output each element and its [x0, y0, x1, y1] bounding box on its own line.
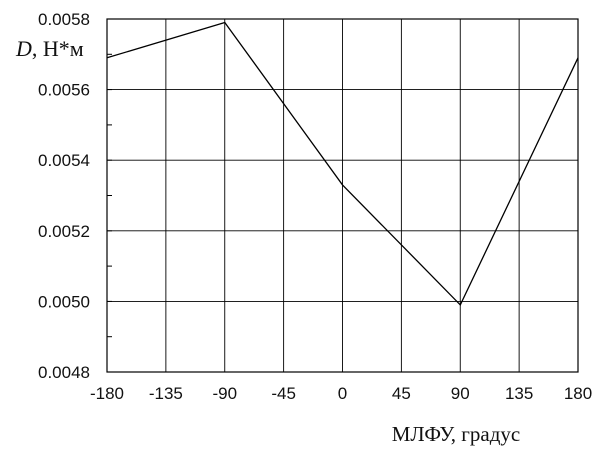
- y-tick-label: 0.0050: [38, 292, 90, 311]
- x-tick-label: -180: [90, 384, 124, 403]
- y-tick-label: 0.0058: [38, 10, 90, 29]
- y-tick-label: 0.0054: [38, 151, 90, 170]
- x-tick-label: 180: [564, 384, 592, 403]
- x-tick-label: 135: [505, 384, 533, 403]
- series-line: [106, 21, 579, 307]
- y-axis-unit: , Н*м: [31, 36, 84, 61]
- y-tick-label: 0.0056: [38, 81, 90, 100]
- x-tick-label: 0: [338, 384, 347, 403]
- y-tick-labels: 0.0048 0.0050 0.0052 0.0054 0.0056 0.0058: [38, 10, 90, 382]
- series-group: [106, 21, 579, 307]
- plot-frame: [106, 18, 579, 373]
- y-axis-symbol: D: [16, 36, 32, 61]
- y-axis-title: D, Н*м: [14, 36, 86, 62]
- x-tick-label: -90: [212, 384, 237, 403]
- x-tick-label: -135: [149, 384, 183, 403]
- x-tick-labels: -180 -135 -90 -45 0 45 90 135 180: [90, 384, 592, 403]
- x-tick-label: 90: [451, 384, 470, 403]
- y-tick-label: 0.0052: [38, 222, 90, 241]
- x-tick-label: 45: [392, 384, 411, 403]
- x-axis-title: МЛФУ, градус: [392, 422, 521, 446]
- y-tick-label: 0.0048: [38, 363, 90, 382]
- x-tick-label: -45: [271, 384, 296, 403]
